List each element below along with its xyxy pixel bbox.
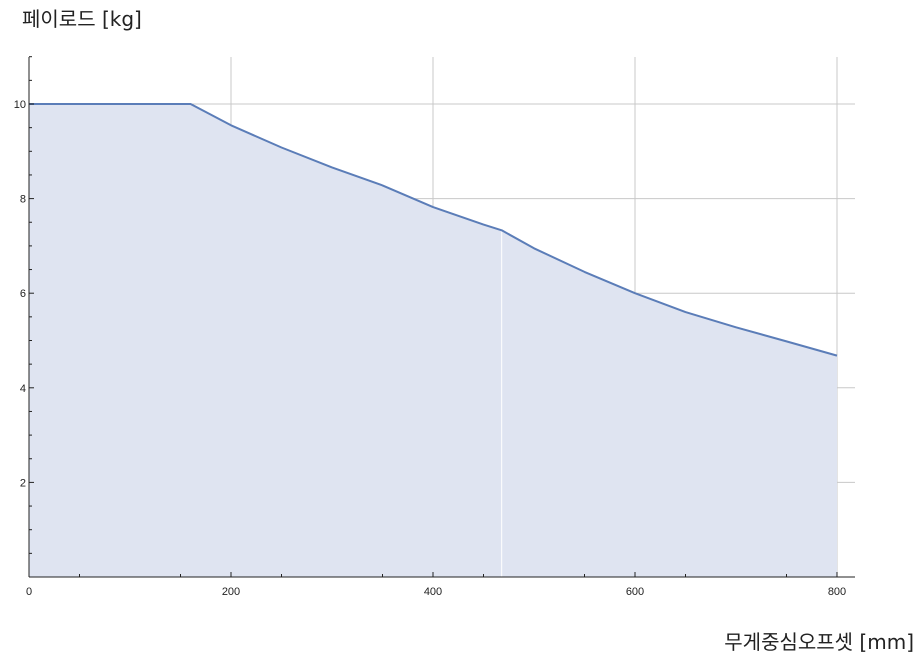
- y-tick-label: 4: [20, 383, 26, 395]
- payload-series-line: [29, 103, 838, 357]
- y-tick-label: 2: [20, 477, 26, 489]
- x-tick-label: 200: [222, 586, 240, 598]
- y-tick-label: 10: [14, 99, 26, 111]
- ticks: 0 200 400 600 800 2 4 6 8 10: [14, 56, 846, 598]
- payload-area-fill: [29, 104, 837, 577]
- x-tick-label: 400: [424, 586, 442, 598]
- y-tick-label: 6: [20, 288, 26, 300]
- x-tick-label: 600: [626, 586, 644, 598]
- x-axis-title: 무게중심오프셋 [mm]: [724, 630, 914, 654]
- y-axis-title: 페이로드 [kg]: [22, 7, 142, 31]
- x-tick-label: 800: [828, 586, 846, 598]
- x-tick-label: 0: [26, 586, 32, 598]
- y-tick-label: 8: [20, 194, 26, 206]
